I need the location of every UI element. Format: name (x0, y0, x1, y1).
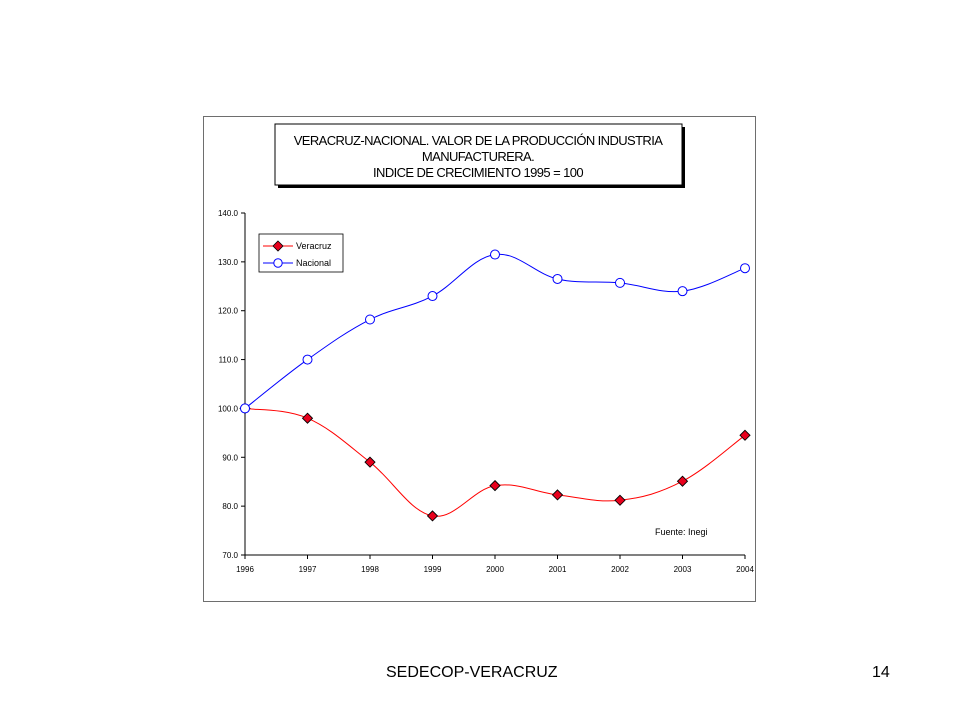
data-point-veracruz (676, 475, 689, 487)
legend-veracruz-diamond-icon (272, 240, 284, 252)
y-tick-label: 120.0 (218, 307, 239, 316)
legend-label-nacional: Nacional (296, 258, 331, 268)
data-point-nacional (427, 291, 438, 302)
data-point-veracruz (364, 456, 376, 468)
series-layer (239, 249, 751, 522)
legend-item-nacional: Nacional (263, 258, 331, 268)
data-point-nacional (365, 314, 375, 325)
x-tick-label: 1996 (236, 565, 254, 574)
data-point-nacional (740, 263, 750, 274)
data-point-nacional (615, 277, 625, 288)
legend-label-veracruz: Veracruz (296, 241, 332, 251)
legend: Veracruz Nacional (258, 233, 344, 273)
x-tick-label: 2000 (486, 565, 504, 574)
series-veracruz (239, 402, 751, 522)
chart-frame (203, 116, 756, 602)
title-box (274, 123, 683, 186)
data-point-veracruz (614, 494, 626, 506)
x-tick-label: 1998 (361, 565, 379, 574)
x-tick-label: 2003 (674, 565, 692, 574)
page-number: 14 (872, 664, 890, 681)
y-tick-label: 110.0 (219, 356, 239, 365)
y-axis: 70.0 80.0 90.0 100.0 110.0 120.0 130.0 140.0 (218, 209, 246, 560)
y-axis-ticks: 70.0 80.0 90.0 100.0 110.0 120.0 130.0 140.0 (218, 209, 245, 560)
legend-item-veracruz: Veracruz (263, 240, 332, 252)
data-point-nacional (240, 403, 250, 414)
data-point-nacional (302, 354, 313, 365)
y-tick-label: 70.0 (222, 551, 238, 560)
data-point-nacional (677, 286, 688, 297)
data-point-veracruz (551, 489, 564, 501)
x-tick-label: 2001 (549, 565, 567, 574)
source-note: Fuente: Inegi (655, 527, 708, 537)
legend-box (258, 233, 344, 273)
x-tick-label: 2002 (611, 565, 629, 574)
chart-title-box: VERACRUZ-NACIONAL. VALOR DE LA PRODUCCIÓ… (274, 123, 685, 188)
data-point-veracruz (489, 479, 501, 492)
x-tick-label: 2004 (736, 565, 754, 574)
chart-title-line-2: MANUFACTURERA. (422, 149, 534, 164)
y-tick-label: 140.0 (218, 209, 239, 218)
y-tick-label: 90.0 (222, 453, 238, 462)
series-line-nacional (244, 253, 746, 409)
y-tick-label: 130.0 (218, 258, 239, 267)
series-nacional (240, 249, 750, 414)
data-point-nacional (490, 249, 500, 260)
legend-nacional-circle-icon (273, 258, 283, 268)
data-point-veracruz (301, 412, 314, 424)
x-tick-label: 1997 (299, 565, 317, 574)
x-axis: 1996 1997 1998 1999 2000 2001 2002 2003 2004 (236, 554, 754, 574)
chart-title-line-3: INDICE DE CRECIMIENTO 1995 = 100 (373, 165, 583, 180)
data-point-nacional (552, 273, 563, 284)
x-axis-ticks: 1996 1997 1998 1999 2000 2001 2002 2003 2004 (236, 555, 754, 574)
data-point-veracruz (426, 510, 439, 522)
series-line-veracruz (244, 407, 746, 517)
x-tick-label: 1999 (424, 565, 442, 574)
chart-title-line-1: VERACRUZ-NACIONAL. VALOR DE LA PRODUCCIÓ… (294, 133, 664, 148)
y-tick-label: 80.0 (222, 502, 238, 511)
y-tick-label: 100.0 (218, 404, 239, 413)
footer-organization: SEDECOP-VERACRUZ (386, 664, 558, 681)
data-point-veracruz (739, 429, 751, 441)
